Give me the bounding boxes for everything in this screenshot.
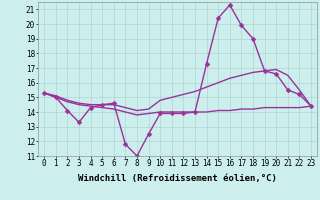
X-axis label: Windchill (Refroidissement éolien,°C): Windchill (Refroidissement éolien,°C) xyxy=(78,174,277,183)
